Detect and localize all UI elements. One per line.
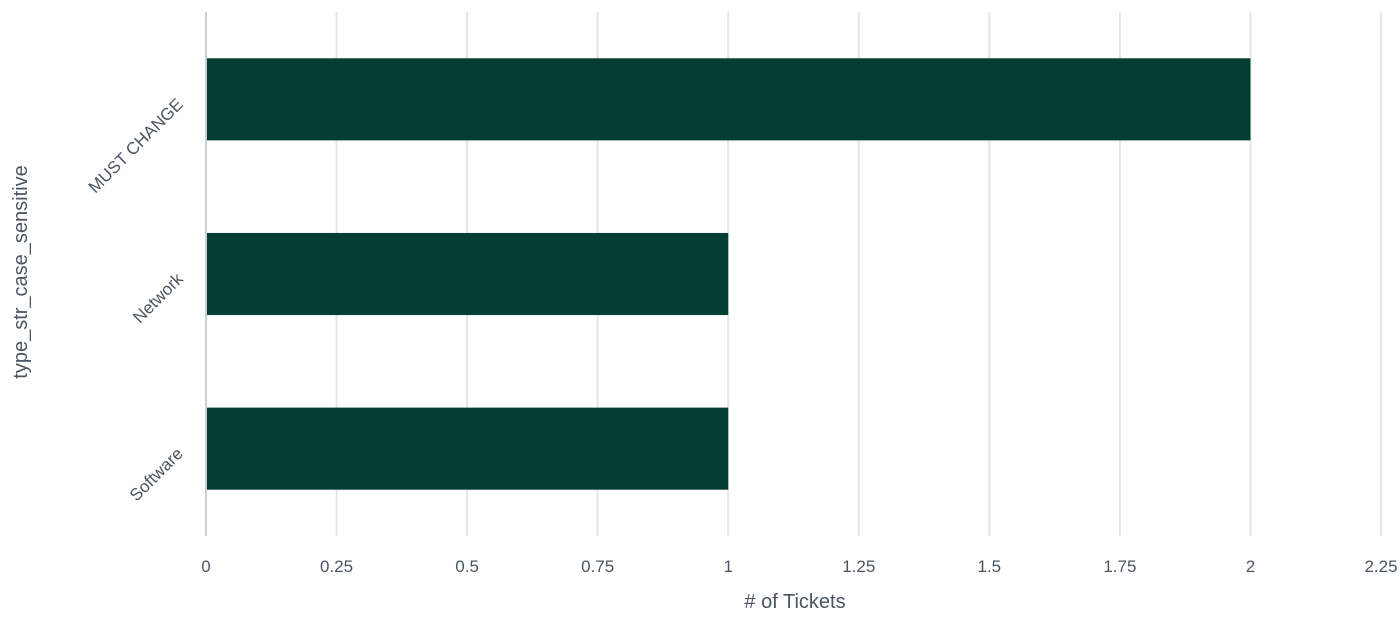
bar xyxy=(207,58,1251,141)
x-tick-label: 1.5 xyxy=(978,557,1002,576)
bar xyxy=(207,232,729,316)
y-category-label: Software xyxy=(126,444,187,505)
x-tick-label: 1.75 xyxy=(1103,557,1136,576)
x-tick-label: 0.5 xyxy=(455,557,479,576)
x-tick-label: 1.25 xyxy=(842,557,875,576)
bars xyxy=(207,58,1251,490)
x-tick-label: 2.25 xyxy=(1364,557,1397,576)
x-tick-label: 1 xyxy=(723,557,732,576)
x-tick-label: 0.75 xyxy=(581,557,614,576)
x-tick-label: 2 xyxy=(1246,557,1255,576)
bar xyxy=(207,407,729,490)
x-axis-title: # of Tickets xyxy=(744,591,845,613)
y-category-label: Network xyxy=(129,269,187,327)
y-category-label: MUST CHANGE xyxy=(85,95,187,197)
labels: 0 0.25 0.5 0.75 1 1.25 1.5 1.75 2 2.25 MUST CHANGE… xyxy=(85,95,1398,576)
y-axis-title: type_str_case_sensitive xyxy=(10,165,32,378)
x-tick-label: 0 xyxy=(201,557,210,576)
x-tick-label: 0.25 xyxy=(320,557,353,576)
